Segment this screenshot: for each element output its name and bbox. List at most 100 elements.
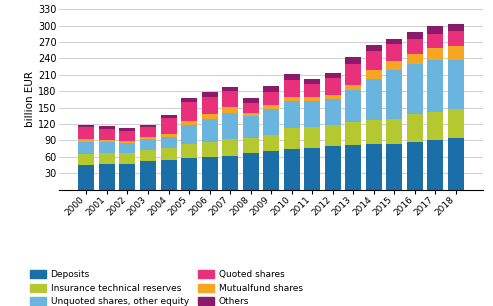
Bar: [243, 103, 259, 113]
Bar: [119, 153, 136, 164]
Bar: [140, 150, 156, 161]
Bar: [366, 70, 382, 79]
Bar: [407, 32, 423, 39]
Bar: [387, 44, 402, 61]
Bar: [387, 144, 402, 190]
Bar: [283, 101, 300, 128]
Bar: [304, 127, 320, 147]
Bar: [325, 95, 341, 99]
Bar: [325, 77, 341, 95]
Bar: [99, 140, 115, 142]
Bar: [427, 60, 443, 112]
Bar: [161, 148, 176, 160]
Bar: [366, 45, 382, 51]
Bar: [345, 122, 361, 145]
Bar: [448, 109, 464, 138]
Bar: [387, 70, 402, 119]
Bar: [161, 115, 176, 118]
Bar: [263, 106, 279, 109]
Bar: [304, 79, 320, 84]
Bar: [222, 113, 238, 140]
Bar: [304, 97, 320, 101]
Bar: [448, 31, 464, 47]
Bar: [78, 154, 95, 165]
Bar: [119, 129, 136, 131]
Bar: [325, 125, 341, 146]
Bar: [161, 160, 176, 190]
Bar: [407, 39, 423, 54]
Bar: [99, 142, 115, 153]
Bar: [222, 156, 238, 190]
Bar: [325, 73, 341, 77]
Bar: [304, 147, 320, 190]
Bar: [202, 157, 217, 190]
Bar: [119, 164, 136, 190]
Bar: [119, 141, 136, 143]
Bar: [345, 90, 361, 122]
Bar: [181, 102, 197, 121]
Bar: [345, 85, 361, 90]
Bar: [243, 98, 259, 103]
Bar: [304, 101, 320, 127]
Bar: [387, 39, 402, 44]
Bar: [202, 142, 217, 157]
Bar: [283, 128, 300, 149]
Bar: [78, 142, 95, 154]
Bar: [407, 54, 423, 64]
Y-axis label: billion EUR: billion EUR: [25, 71, 35, 128]
Bar: [283, 80, 300, 97]
Bar: [263, 92, 279, 106]
Bar: [427, 112, 443, 140]
Bar: [283, 149, 300, 190]
Bar: [78, 125, 95, 127]
Bar: [283, 97, 300, 101]
Bar: [140, 161, 156, 190]
Bar: [243, 153, 259, 190]
Bar: [181, 121, 197, 125]
Bar: [222, 140, 238, 156]
Bar: [345, 64, 361, 85]
Bar: [140, 125, 156, 127]
Bar: [366, 79, 382, 120]
Bar: [181, 98, 197, 102]
Bar: [448, 24, 464, 31]
Bar: [345, 145, 361, 190]
Bar: [78, 165, 95, 190]
Bar: [345, 57, 361, 64]
Bar: [222, 106, 238, 113]
Bar: [366, 120, 382, 144]
Bar: [99, 164, 115, 190]
Bar: [140, 127, 156, 137]
Bar: [222, 91, 238, 106]
Bar: [427, 140, 443, 190]
Bar: [181, 125, 197, 144]
Bar: [448, 60, 464, 109]
Bar: [366, 51, 382, 70]
Bar: [99, 126, 115, 129]
Bar: [427, 48, 443, 60]
Bar: [263, 151, 279, 190]
Bar: [222, 87, 238, 91]
Bar: [366, 144, 382, 190]
Bar: [119, 131, 136, 141]
Bar: [263, 86, 279, 92]
Bar: [387, 61, 402, 70]
Bar: [99, 129, 115, 140]
Bar: [325, 146, 341, 190]
Bar: [243, 113, 259, 116]
Bar: [161, 134, 176, 137]
Bar: [140, 140, 156, 150]
Bar: [304, 84, 320, 97]
Bar: [181, 158, 197, 190]
Bar: [407, 142, 423, 190]
Bar: [202, 114, 217, 119]
Bar: [181, 144, 197, 158]
Bar: [202, 119, 217, 142]
Bar: [243, 116, 259, 138]
Bar: [387, 119, 402, 144]
Bar: [161, 137, 176, 148]
Bar: [448, 138, 464, 190]
Bar: [202, 92, 217, 97]
Bar: [448, 47, 464, 60]
Bar: [99, 153, 115, 164]
